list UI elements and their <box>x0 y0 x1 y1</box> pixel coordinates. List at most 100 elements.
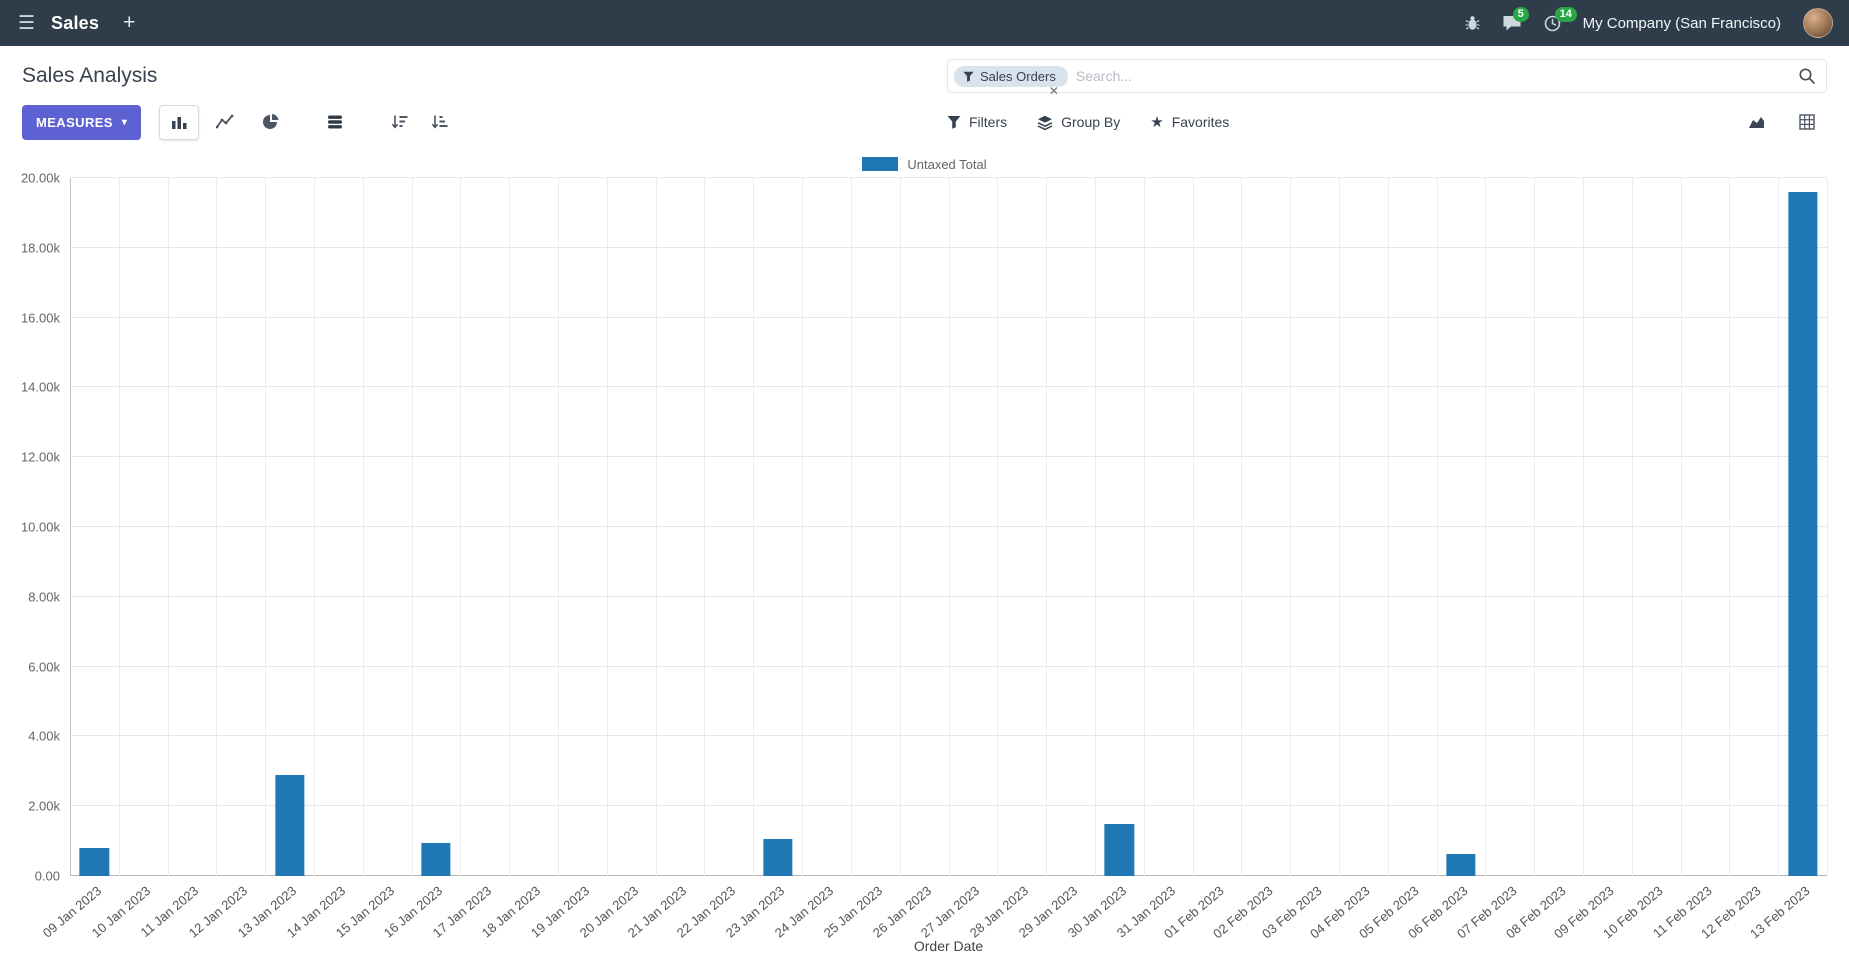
grid-line-v <box>1143 178 1145 876</box>
app-name[interactable]: Sales <box>51 12 100 33</box>
facet-close-icon[interactable]: ✕ <box>1048 83 1059 98</box>
bar[interactable] <box>274 774 305 876</box>
line-chart-button[interactable] <box>205 105 245 140</box>
grid-line-h <box>70 177 1827 178</box>
y-axis-tick-label: 18.00k <box>20 240 60 256</box>
activities-count-badge: 14 <box>1554 6 1577 22</box>
grid-line-v <box>753 178 755 876</box>
y-axis-tick-label: 4.00k <box>28 728 60 744</box>
grid-line-v <box>704 178 706 876</box>
bar-chart-icon <box>171 117 187 129</box>
grid-line-v <box>314 178 316 876</box>
y-axis-tick-label: 0.00 <box>34 868 60 884</box>
search-facet-sales-orders[interactable]: Sales Orders ✕ <box>954 65 1068 98</box>
apps-menu-icon[interactable]: ☰ <box>18 12 36 34</box>
pie-chart-icon <box>263 114 279 129</box>
group-by-label: Group By <box>1061 114 1121 130</box>
chevron-down-icon: ▾ <box>121 116 128 128</box>
grid-line-v <box>118 178 120 876</box>
bar[interactable] <box>763 839 793 876</box>
grid-line-v <box>997 178 999 876</box>
y-axis-tick-label: 16.00k <box>20 310 60 326</box>
y-axis-tick-label: 6.00k <box>28 659 60 675</box>
grid-line-v <box>1631 178 1633 876</box>
grid-line-v <box>1290 178 1292 876</box>
bar[interactable] <box>79 848 110 876</box>
grid-line-v <box>1680 178 1682 876</box>
control-panel-top-row: Sales Analysis Sales Orders ✕ <box>22 58 1827 98</box>
new-tab-button[interactable]: + <box>123 11 136 34</box>
y-axis-tick-label: 10.00k <box>20 519 60 535</box>
bar[interactable] <box>1104 823 1134 876</box>
sort-ascending-icon <box>431 115 448 129</box>
graph-view-button[interactable] <box>1737 105 1777 140</box>
view-switcher <box>1737 105 1827 140</box>
grid-line-v <box>460 178 462 876</box>
bar[interactable] <box>1446 854 1476 876</box>
chart-plot: Order Date 0.00 2.00k 4.00k 6.00k 8.00k 10.00… <box>21 171 1828 954</box>
grid-line-v <box>558 178 560 876</box>
stacked-icon <box>328 115 343 129</box>
pie-chart-button[interactable] <box>251 105 291 140</box>
systray: 5 14 My Company (San Francisco) <box>1465 6 1833 38</box>
bar[interactable] <box>421 842 451 876</box>
grid-line-v <box>850 178 852 876</box>
control-panel-bottom-row: MEASURES ▾ <box>22 104 1827 140</box>
user-avatar[interactable] <box>1803 8 1833 38</box>
bar[interactable] <box>1787 191 1818 876</box>
messages-icon[interactable]: 5 <box>1502 6 1529 32</box>
pivot-grid-icon <box>1799 114 1815 130</box>
messages-count-badge: 5 <box>1512 6 1529 22</box>
sort-ascending-button[interactable] <box>419 105 459 140</box>
top-navbar: ☰ Sales + 5 14 My Company (San Francisco… <box>0 0 1849 46</box>
filter-funnel-icon <box>963 71 974 82</box>
favorites-label: Favorites <box>1171 114 1230 130</box>
pivot-view-button[interactable] <box>1787 105 1827 140</box>
search-bar[interactable]: Sales Orders ✕ <box>947 59 1827 98</box>
search-input[interactable] <box>1075 68 1790 84</box>
search-facet-label: Sales Orders <box>980 68 1056 84</box>
measures-button[interactable]: MEASURES ▾ <box>22 104 142 140</box>
search-icon[interactable] <box>1798 67 1816 85</box>
filters-button[interactable]: Filters <box>947 114 1007 130</box>
grid-line-v <box>606 178 608 876</box>
grid-line-v <box>509 178 511 876</box>
grid-line-v <box>1436 178 1438 876</box>
line-chart-icon <box>216 114 234 129</box>
navbar-left: ☰ Sales + <box>18 11 135 35</box>
control-panel: Sales Analysis Sales Orders ✕ MEASURES ▾ <box>0 46 1849 150</box>
grid-line-v <box>1192 178 1194 876</box>
grid-line-v <box>899 178 901 876</box>
grid-line-v <box>1338 178 1340 876</box>
stacked-toggle-button[interactable] <box>315 105 355 140</box>
group-by-button[interactable]: Group By <box>1037 114 1120 130</box>
y-axis-tick-label: 2.00k <box>28 798 60 814</box>
grid-line-v <box>1582 178 1584 876</box>
activities-clock-icon[interactable]: 14 <box>1544 6 1577 32</box>
favorites-button[interactable]: ★ Favorites <box>1150 114 1229 130</box>
grid-line-v <box>362 178 364 876</box>
sort-descending-icon <box>391 115 408 129</box>
legend-swatch <box>862 157 899 171</box>
chart-legend[interactable]: Untaxed Total <box>0 156 1849 172</box>
grid-line-v <box>216 178 218 876</box>
grid-line-v <box>948 178 950 876</box>
grid-line-v <box>265 178 267 876</box>
y-axis-tick-label: 20.00k <box>20 170 60 186</box>
y-axis-tick-label: 8.00k <box>28 589 60 605</box>
grid-line-v <box>1827 178 1828 876</box>
measures-label: MEASURES <box>36 114 113 130</box>
bar-chart-button[interactable] <box>159 104 200 140</box>
filters-label: Filters <box>969 114 1008 130</box>
search-options: Filters Group By ★ Favorites <box>947 105 1827 140</box>
sort-descending-button[interactable] <box>379 105 419 140</box>
grid-line-v <box>802 178 804 876</box>
bug-icon[interactable] <box>1465 15 1480 31</box>
grid-line-v <box>411 178 413 876</box>
company-switcher[interactable]: My Company (San Francisco) <box>1582 14 1781 32</box>
star-icon: ★ <box>1150 113 1164 131</box>
grid-line-v <box>1094 178 1096 876</box>
grid-line-v <box>1534 178 1536 876</box>
page-title: Sales Analysis <box>22 64 158 87</box>
y-axis-tick-label: 12.00k <box>20 449 60 465</box>
